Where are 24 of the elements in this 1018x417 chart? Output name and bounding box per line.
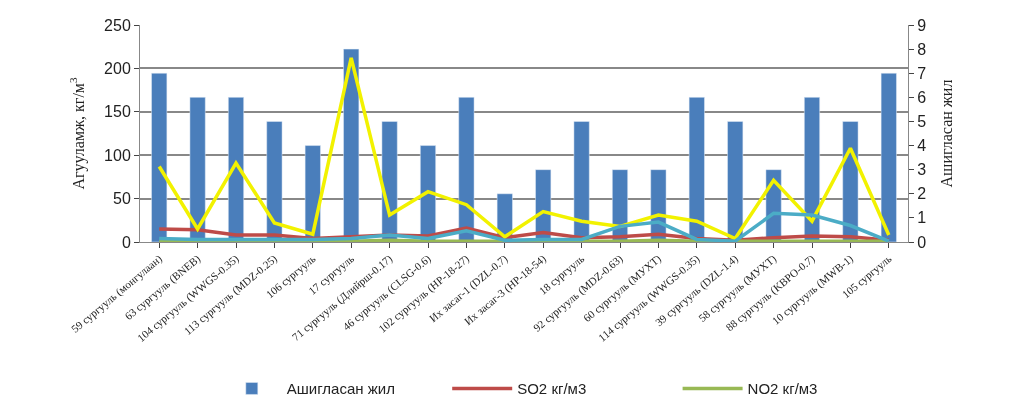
y2-tick-label: 0: [917, 233, 927, 251]
y2-tick-label: 5: [917, 113, 927, 131]
y2-tick-label: 8: [917, 40, 927, 58]
y2-tick-label: 2: [917, 185, 927, 203]
legend-label: Ашигласан жил: [286, 380, 395, 398]
y2-tick-label: 4: [917, 137, 927, 155]
y2-tick-label: 3: [917, 161, 927, 179]
y2-tick-label: 1: [917, 209, 927, 227]
y-tick-label: 0: [121, 233, 131, 251]
y-tick-label: 250: [104, 16, 131, 34]
y-tick-label: 50: [113, 190, 131, 208]
line-series: [157, 56, 891, 241]
y2-axis-title: Ашигласан жил: [937, 79, 955, 188]
y2-tick-label: 7: [917, 64, 927, 82]
bar: [880, 72, 897, 242]
legend-label: NO2 кг/м3: [747, 380, 818, 398]
legend-label: SO2 кг/м3: [517, 380, 587, 398]
line-series: [157, 211, 891, 242]
bar: [151, 72, 168, 242]
y-tick-label: 200: [104, 60, 131, 77]
y2-tick-label: 9: [917, 16, 927, 34]
y2-tick-label: 6: [917, 88, 927, 106]
y-tick-label: 150: [104, 103, 131, 121]
y-tick-label: 100: [104, 146, 131, 164]
